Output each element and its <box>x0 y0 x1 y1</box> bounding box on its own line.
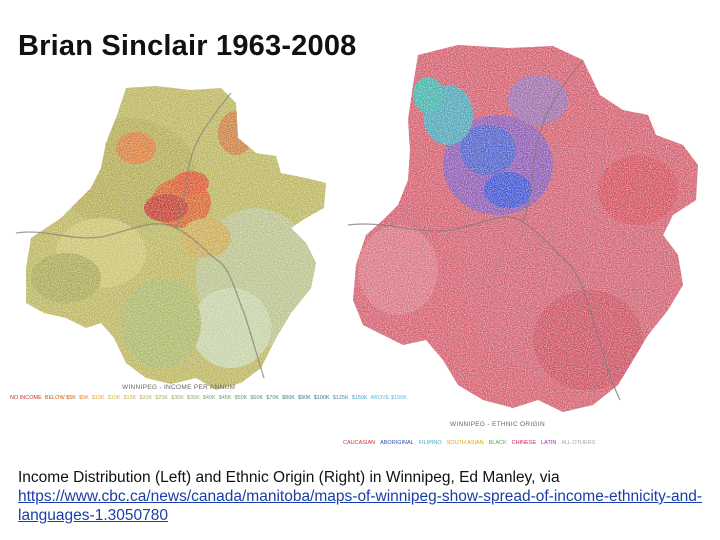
income-legend-item: $70K <box>266 395 280 401</box>
ethnic-legend-item: CHINESE <box>511 440 537 446</box>
income-legend-item: $50K <box>234 395 248 401</box>
ethnic-legend-item: LATIN <box>541 440 557 446</box>
income-legend-item: $20K <box>139 395 153 401</box>
ethnic-origin-map <box>347 45 698 412</box>
caption-text: Income Distribution (Left) and Ethnic Or… <box>18 469 560 486</box>
income-legend-item: $10K <box>107 395 121 401</box>
income-legend-item: NO INCOME <box>10 395 42 401</box>
income-legend-item: $45K <box>218 395 232 401</box>
income-map-title: WINNIPEG - INCOME PER ANNUM <box>122 384 236 391</box>
income-legend-item: $25K <box>155 395 169 401</box>
ethnic-legend-item: ALL OTHERS <box>561 440 596 446</box>
slide-title: Brian Sinclair 1963-2008 <box>18 30 357 62</box>
ethnic-legend-item: ABORIGINAL <box>380 440 414 446</box>
income-legend: NO INCOME BELOW $5K $5K $10K $10K $15K $20K $25… <box>10 395 407 401</box>
income-legend-item: $80K <box>282 395 295 401</box>
ethnic-legend: CAUCASIAN ABORIGINAL FILIPINO SOUTH ASIAN BL… <box>343 440 595 446</box>
income-legend-item: ABOVE $150K <box>370 395 407 401</box>
income-legend-item: $15K <box>123 395 137 401</box>
ethnic-legend-item: FILIPINO <box>418 440 442 446</box>
income-legend-item: $10K <box>91 395 105 401</box>
income-legend-item: BELOW $5K <box>44 395 76 401</box>
income-legend-item: $5K <box>78 395 89 401</box>
ethnic-legend-item: BLACK <box>488 440 507 446</box>
ethnic-legend-item: SOUTH ASIAN <box>446 440 484 446</box>
income-legend-item: $40K <box>202 395 216 401</box>
income-map <box>15 86 326 390</box>
source-link[interactable]: https://www.cbc.ca/news/canada/manitoba/… <box>18 488 703 524</box>
ethnic-map-title: WINNIPEG - ETHNIC ORIGIN <box>450 421 545 428</box>
income-legend-item: $30K <box>171 395 184 401</box>
income-legend-item: $35K <box>186 395 200 401</box>
ethnic-legend-item: CAUCASIAN <box>343 440 376 446</box>
income-legend-item: $125K <box>332 395 349 401</box>
income-legend-item: $100K <box>313 395 330 401</box>
income-legend-item: $90K <box>297 395 311 401</box>
income-legend-item: $150K <box>351 395 368 401</box>
caption: Income Distribution (Left) and Ethnic Or… <box>18 468 708 525</box>
income-legend-item: $60K <box>250 395 264 401</box>
